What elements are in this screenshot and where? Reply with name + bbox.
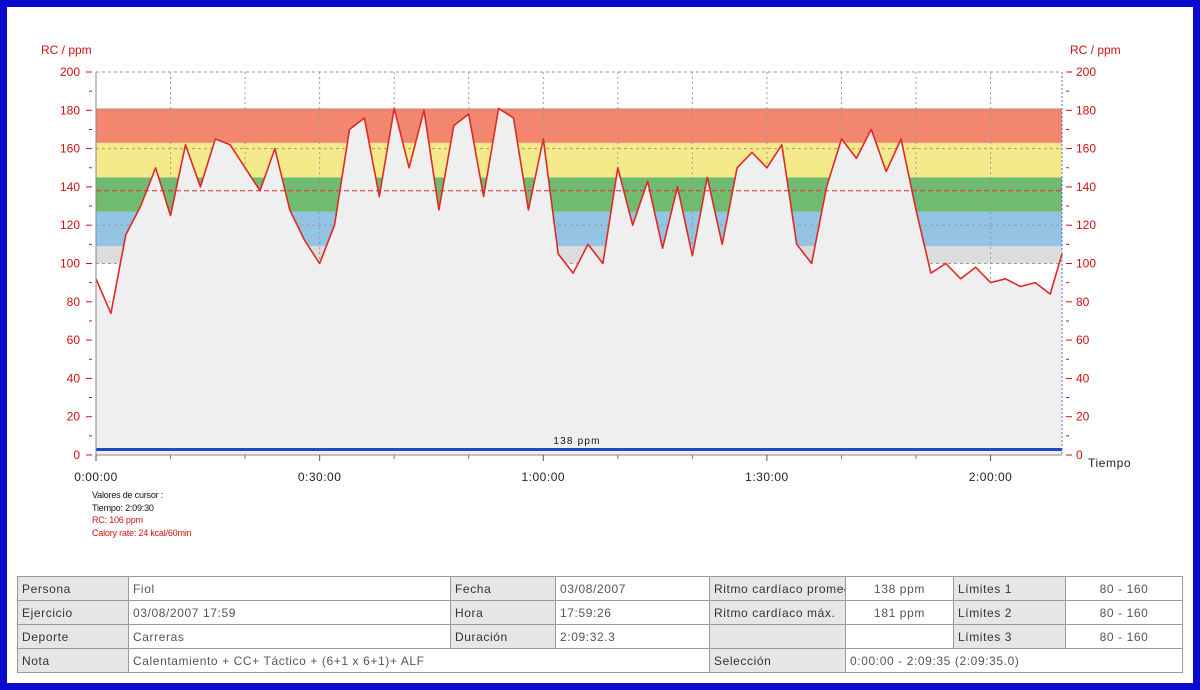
persona-value: Fiol <box>128 576 451 601</box>
avg-hr-value: 138 ppm <box>845 576 954 601</box>
cursor-time: Tiempo: 2:09:30 <box>92 502 154 513</box>
limits-2-label: Límites 2 <box>953 600 1066 625</box>
cursor-values: Valores de cursor : Tiempo: 2:09:30 RC: … <box>92 489 192 539</box>
duracion-label: Duración <box>450 624 556 649</box>
table-row: Ejercicio 03/08/2007 17:59 Hora 17:59:26… <box>17 600 1183 625</box>
persona-label: Persona <box>17 576 129 601</box>
y-tick-label-left: 40 <box>67 371 81 385</box>
series-polyline <box>95 107 1063 315</box>
deporte-value: Carreras <box>128 624 451 649</box>
y-tick-label-left: 60 <box>67 333 81 347</box>
fecha-value: 03/08/2007 <box>555 576 710 601</box>
x-tick-label: 0:00:00 <box>74 470 118 484</box>
avg-hr-label: Ritmo cardíaco promedio <box>709 576 846 601</box>
ejercicio-value: 03/08/2007 17:59 <box>128 600 451 625</box>
hora-value: 17:59:26 <box>555 600 710 625</box>
limits-3-label: Límites 3 <box>953 624 1066 649</box>
axes <box>95 72 1063 456</box>
x-axis-label: Tiempo <box>1088 456 1131 470</box>
y-tick-label-right: 40 <box>1076 371 1090 385</box>
limits-1-label: Límites 1 <box>953 576 1066 601</box>
hora-label: Hora <box>450 600 556 625</box>
seleccion-value: 0:00:00 - 2:09:35 (2:09:35.0) <box>845 648 1183 673</box>
y-tick-label-right: 140 <box>1076 180 1096 194</box>
cursor-calorie: Calory rate: 24 kcal/60min <box>92 527 192 538</box>
limits-1-value: 80 - 160 <box>1065 576 1183 601</box>
empty-value <box>845 624 954 649</box>
session-info-table: Persona Fiol Fecha 03/08/2007 Ritmo card… <box>17 576 1183 673</box>
y-tick-label-left: 100 <box>60 257 80 271</box>
seleccion-label: Selección <box>709 648 846 673</box>
nota-label: Nota <box>17 648 129 673</box>
y-tick-label-left: 200 <box>60 65 80 79</box>
empty-label <box>709 624 846 649</box>
limits-2-value: 80 - 160 <box>1065 600 1183 625</box>
zone-band-5 <box>96 108 1062 143</box>
y-axis-label-right: RC / ppm <box>1070 43 1121 57</box>
y-tick-label-right: 80 <box>1076 295 1090 309</box>
average-label: 138 ppm <box>553 436 600 447</box>
duracion-value: 2:09:32.3 <box>555 624 710 649</box>
tick-labels: 0 0 20 20 40 40 60 60 80 80 100 100 120 120 140 140 160 1… <box>60 65 1096 484</box>
table-row: Deporte Carreras Duración 2:09:32.3 Lími… <box>17 624 1183 649</box>
x-tick-label: 2:00:00 <box>969 470 1013 484</box>
deporte-label: Deporte <box>17 624 129 649</box>
table-row: Nota Calentamiento + CC+ Táctico + (6+1 … <box>17 648 1183 673</box>
series-area <box>96 108 1062 456</box>
heart-rate-chart: 0 0 20 20 40 40 60 60 80 80 100 100 120 120 140 140 160 1… <box>41 43 1131 484</box>
y-tick-label-right: 60 <box>1076 333 1090 347</box>
y-axis-label-left: RC / ppm <box>41 43 92 57</box>
y-tick-label-left: 80 <box>67 295 81 309</box>
ejercicio-label: Ejercicio <box>17 600 129 625</box>
limits-3-value: 80 - 160 <box>1065 624 1183 649</box>
y-tick-label-right: 180 <box>1076 103 1096 117</box>
table-row: Persona Fiol Fecha 03/08/2007 Ritmo card… <box>17 576 1183 601</box>
y-tick-label-right: 20 <box>1076 410 1090 424</box>
cursor-hr: RC: 106 ppm <box>92 515 143 525</box>
x-tick-label: 1:30:00 <box>745 470 789 484</box>
y-tick-label-left: 120 <box>60 218 80 232</box>
area-fill <box>96 108 1062 456</box>
x-tick-label: 0:30:00 <box>298 470 342 484</box>
nota-value: Calentamiento + CC+ Táctico + (6+1 x 6+1… <box>128 648 710 673</box>
y-tick-label-right: 200 <box>1076 65 1096 79</box>
y-tick-label-right: 0 <box>1076 448 1083 462</box>
x-tick-label: 1:00:00 <box>522 470 566 484</box>
max-hr-label: Ritmo cardíaco máx. <box>709 600 846 625</box>
max-hr-value: 181 ppm <box>845 600 954 625</box>
series-line <box>95 107 1063 315</box>
y-tick-label-left: 140 <box>60 180 80 194</box>
y-tick-label-right: 120 <box>1076 218 1096 232</box>
y-tick-label-right: 100 <box>1076 257 1096 271</box>
cursor-title: Valores de cursor : <box>92 490 164 500</box>
fecha-label: Fecha <box>450 576 556 601</box>
y-tick-label-left: 160 <box>60 142 80 156</box>
y-tick-label-left: 20 <box>67 410 81 424</box>
y-tick-label-left: 0 <box>73 448 80 462</box>
y-tick-label-right: 160 <box>1076 142 1096 156</box>
y-tick-label-left: 180 <box>60 103 80 117</box>
average-bar <box>96 448 1062 451</box>
average-line <box>96 190 1062 451</box>
